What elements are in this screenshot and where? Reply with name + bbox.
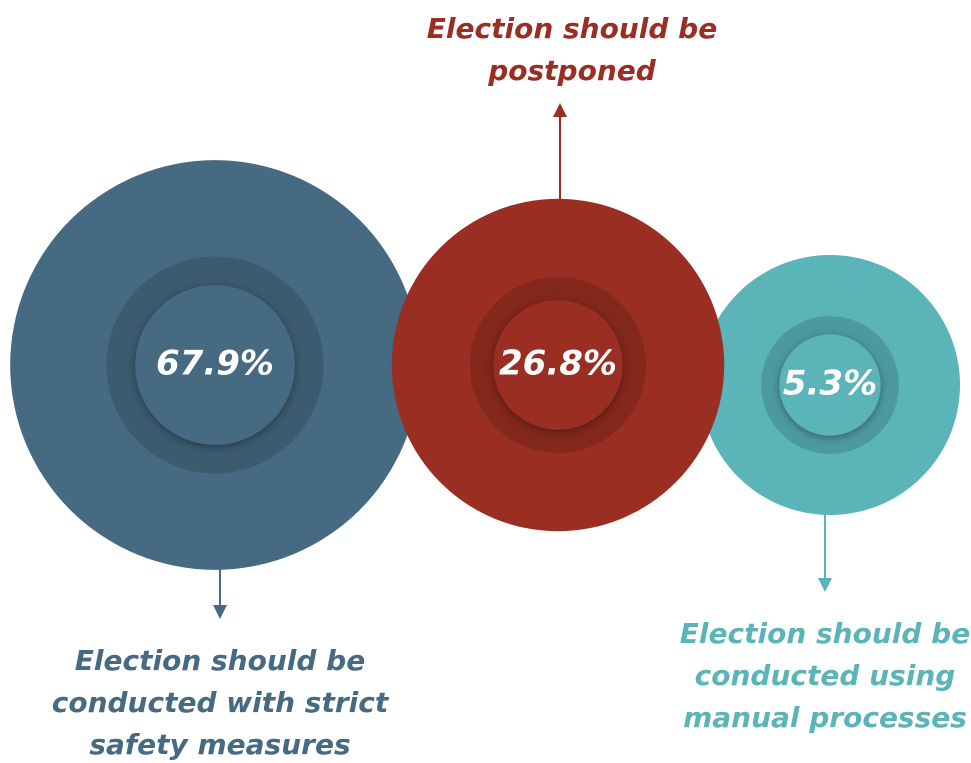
category-label: conducted using — [695, 659, 956, 692]
bubble-core — [493, 300, 623, 430]
value-label: 26.8% — [499, 344, 617, 384]
category-label: manual processes — [683, 701, 967, 734]
bubble-core — [779, 334, 881, 436]
category-label: Election should be — [680, 617, 970, 650]
value-label: 5.3% — [783, 364, 877, 404]
category-label: postponed — [487, 54, 657, 87]
category-label: Election should be — [75, 644, 365, 677]
category-label: safety measures — [89, 728, 350, 761]
category-label: conducted with strict — [52, 686, 390, 719]
bubble-core — [135, 285, 295, 445]
value-label: 67.9% — [156, 344, 274, 384]
category-label: Election should be — [427, 12, 717, 45]
